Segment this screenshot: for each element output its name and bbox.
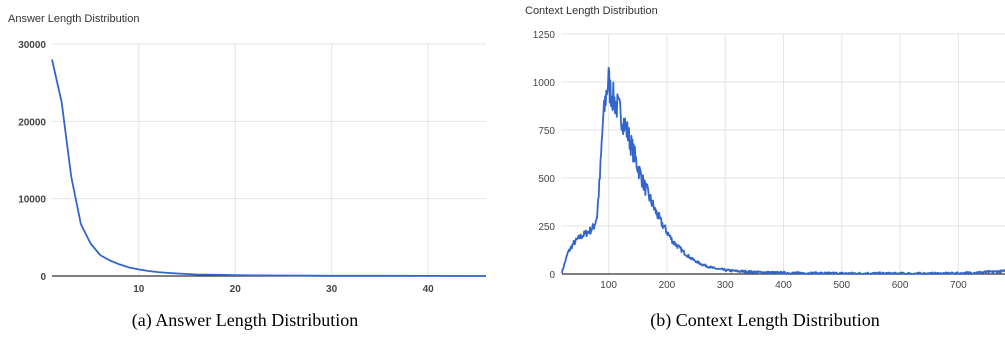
answer-chart-caption: (a) Answer Length Distribution <box>132 310 358 331</box>
context-chart-caption: (b) Context Length Distribution <box>650 310 879 331</box>
answer-y-ticks: 0 10000 20000 30000 <box>18 40 46 283</box>
answer-x-ticks: 10 20 30 40 <box>133 284 434 295</box>
y-tick-label: 0 <box>40 272 46 283</box>
y-tick-label: 1000 <box>533 78 556 89</box>
x-tick-label: 30 <box>326 284 338 295</box>
context-y-ticks: 0 250 500 750 1000 1250 <box>533 30 556 281</box>
x-tick-label: 200 <box>659 280 676 291</box>
y-tick-label: 750 <box>538 126 555 137</box>
answer-grid <box>52 43 486 276</box>
y-tick-label: 30000 <box>18 40 46 51</box>
x-tick-label: 100 <box>600 280 617 291</box>
x-tick-label: 500 <box>833 280 850 291</box>
y-tick-label: 250 <box>538 222 555 233</box>
x-tick-label: 40 <box>423 284 435 295</box>
y-tick-label: 0 <box>549 270 555 281</box>
y-tick-label: 10000 <box>18 195 46 206</box>
answer-chart-title: Answer Length Distribution <box>8 13 139 25</box>
x-tick-label: 300 <box>717 280 734 291</box>
context-chart-title: Context Length Distribution <box>525 5 658 17</box>
x-tick-label: 700 <box>950 280 967 291</box>
context-grid <box>562 33 1005 274</box>
y-tick-label: 1250 <box>533 30 556 41</box>
answer-length-chart: Answer Length Distribution 0 10000 20000 30… <box>8 13 487 331</box>
context-x-ticks: 100 200 300 400 500 600 700 <box>600 280 967 291</box>
context-series-line <box>561 66 1005 275</box>
context-length-chart: Context Length Distribution 0 250 500 750 10… <box>525 5 1005 331</box>
x-tick-label: 20 <box>230 284 242 295</box>
y-tick-label: 20000 <box>18 117 46 128</box>
x-tick-label: 10 <box>133 284 145 295</box>
y-tick-label: 500 <box>538 174 555 185</box>
answer-series-line <box>51 59 487 277</box>
x-tick-label: 600 <box>892 280 909 291</box>
x-tick-label: 400 <box>775 280 792 291</box>
